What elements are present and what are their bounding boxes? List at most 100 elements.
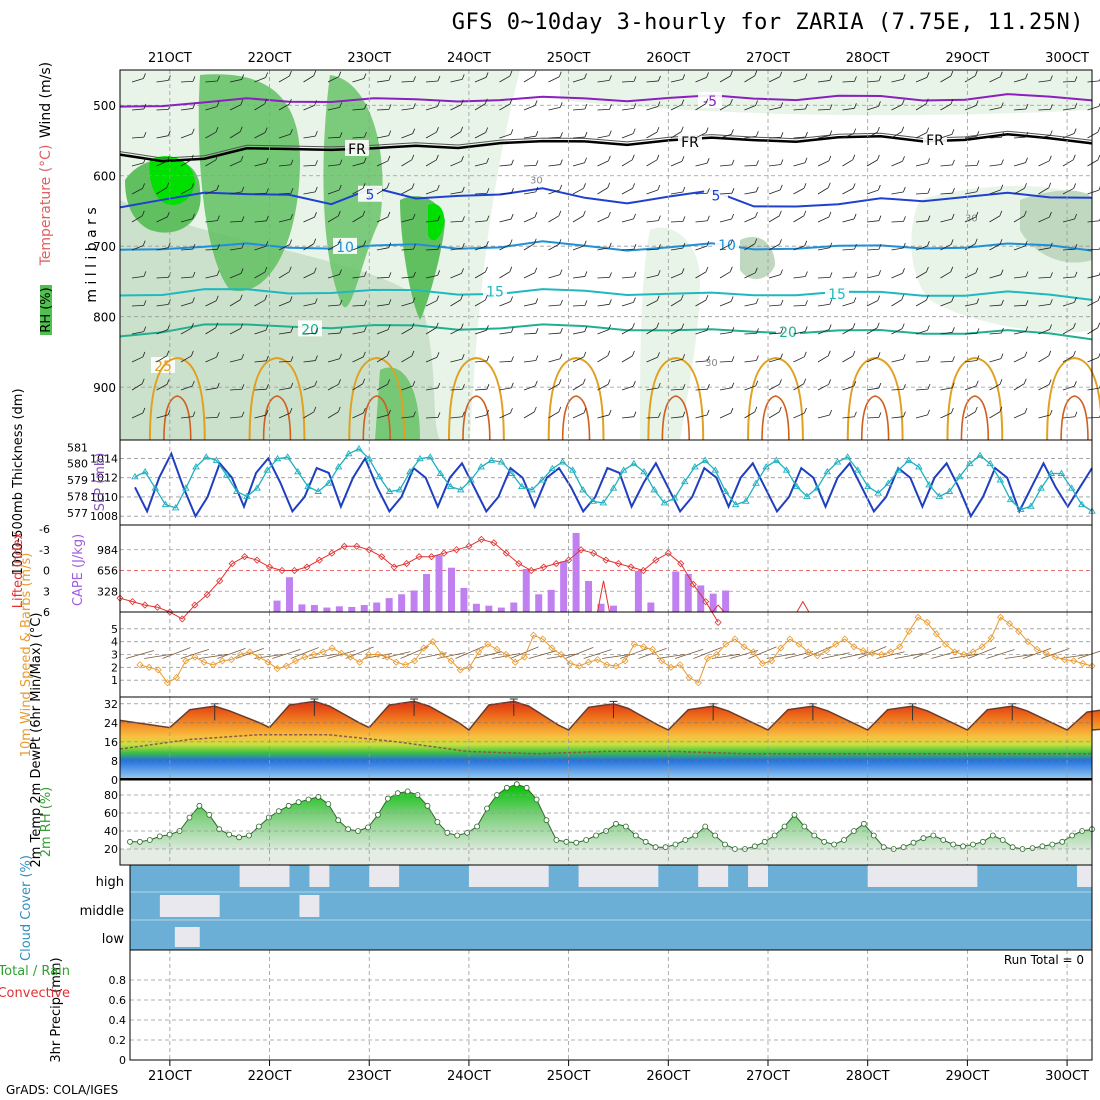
wind-barb-flag bbox=[289, 70, 292, 77]
rh-marker bbox=[801, 823, 808, 830]
wind-barb bbox=[327, 274, 340, 279]
wind-barb bbox=[842, 327, 854, 335]
wind-barb-flag bbox=[755, 380, 759, 386]
wind-barb bbox=[891, 299, 902, 307]
date-label-bottom-6: 27OCT bbox=[746, 1069, 790, 1084]
wind-barb bbox=[695, 132, 707, 139]
wind-barb bbox=[425, 106, 438, 111]
wind-barb bbox=[621, 385, 634, 391]
wind-barb bbox=[866, 248, 880, 251]
wind-barb-flag bbox=[584, 326, 588, 332]
wind10m-marker bbox=[1051, 653, 1059, 661]
date-label-top-9: 30OCT bbox=[1045, 51, 1089, 66]
li-marker bbox=[427, 553, 436, 561]
wind-barb bbox=[1087, 274, 1100, 279]
wind-barb-flag bbox=[854, 271, 857, 278]
cloud-clear-high bbox=[1077, 865, 1092, 887]
wind-barb bbox=[768, 189, 781, 195]
thickness-marker bbox=[232, 487, 241, 494]
thickness-marker bbox=[161, 500, 170, 508]
wind-barb bbox=[474, 271, 486, 279]
wind-barb-flag bbox=[192, 243, 196, 250]
wind10m-barb bbox=[455, 646, 484, 659]
wind-barb-flag bbox=[388, 299, 392, 305]
wind-barb bbox=[842, 159, 853, 167]
wind-barb bbox=[1013, 187, 1025, 195]
wind-barb bbox=[278, 331, 291, 335]
wind-barb-flag bbox=[216, 352, 219, 358]
wind-barb bbox=[278, 218, 291, 223]
wind-barb-flag bbox=[339, 327, 343, 334]
wind-barb bbox=[817, 276, 831, 279]
wind-barb-flag bbox=[633, 103, 637, 109]
rh-marker bbox=[791, 811, 798, 818]
rh-marker bbox=[573, 839, 580, 846]
wind-barb bbox=[572, 78, 585, 83]
wind-barb bbox=[744, 135, 757, 139]
rh-marker bbox=[484, 805, 490, 812]
cape-bar bbox=[410, 590, 418, 612]
wind-barb bbox=[1038, 414, 1051, 419]
isotherm-label-20-2-bg bbox=[776, 323, 800, 340]
rh-marker bbox=[811, 832, 818, 839]
wind-barb bbox=[744, 216, 756, 223]
wind-barb-flag bbox=[607, 350, 611, 356]
wind-barb-flag bbox=[633, 76, 637, 82]
wind-barb-flag bbox=[1049, 242, 1053, 248]
wind-barb bbox=[327, 215, 339, 223]
date-label-top-4: 25OCT bbox=[547, 51, 591, 66]
wind-barb-flag bbox=[805, 103, 808, 110]
wind-barb bbox=[376, 355, 388, 363]
wind-barb bbox=[156, 329, 168, 335]
wind-barb-flag bbox=[167, 409, 171, 415]
wind10m-barb bbox=[473, 651, 502, 659]
wind-barb-flag bbox=[705, 127, 709, 133]
li-line bbox=[119, 538, 719, 623]
wind-barb-flag bbox=[1049, 211, 1052, 218]
wind-barb-flag bbox=[486, 241, 489, 247]
cloud-clear-high bbox=[578, 865, 659, 887]
wind10m-marker bbox=[255, 653, 263, 661]
wind-barb bbox=[646, 356, 658, 363]
wind10m-marker bbox=[630, 640, 638, 648]
wind-barb-flag bbox=[829, 104, 833, 110]
wind-barb bbox=[548, 243, 560, 251]
wind-barb bbox=[376, 414, 389, 419]
rh-marker bbox=[256, 823, 262, 830]
wind10m-marker bbox=[411, 657, 419, 665]
wind-barb-flag bbox=[927, 355, 931, 362]
wind-barb bbox=[1062, 385, 1075, 391]
wind-barb-flag bbox=[827, 182, 831, 188]
wind-barb-flag bbox=[632, 380, 636, 387]
wind-barb bbox=[621, 302, 634, 307]
wind-barb bbox=[597, 108, 610, 111]
cape-bar bbox=[285, 577, 293, 612]
wind-barb bbox=[1087, 416, 1100, 419]
date-label-bottom-5: 26OCT bbox=[646, 1069, 690, 1084]
wind-barb bbox=[719, 164, 732, 167]
cape-bar bbox=[572, 532, 580, 612]
rh-marker bbox=[464, 829, 471, 836]
wind-barb-flag bbox=[337, 210, 341, 217]
wind-barb-flag bbox=[413, 271, 416, 278]
wind-barb bbox=[401, 187, 413, 195]
wind-barb bbox=[450, 299, 461, 307]
wind-barb-flag bbox=[560, 132, 563, 138]
li-marker bbox=[390, 563, 398, 571]
loop-25 bbox=[148, 356, 206, 441]
wind-barb bbox=[1038, 247, 1051, 251]
wind-barb bbox=[499, 412, 511, 419]
wind-barb bbox=[572, 383, 584, 391]
wind-barb bbox=[450, 273, 462, 279]
wind-barb-flag bbox=[339, 299, 343, 306]
wind-barb bbox=[327, 164, 340, 167]
rh-marker bbox=[910, 839, 917, 846]
wind-barb-flag bbox=[952, 327, 955, 333]
wind10m-marker bbox=[649, 645, 657, 653]
thickness-marker bbox=[752, 479, 760, 486]
wind-barb bbox=[817, 108, 831, 111]
wind-barb bbox=[695, 220, 708, 223]
cape-bar bbox=[385, 598, 393, 612]
wind-barb-flag bbox=[143, 157, 146, 164]
cloud-clear-high bbox=[867, 865, 978, 887]
